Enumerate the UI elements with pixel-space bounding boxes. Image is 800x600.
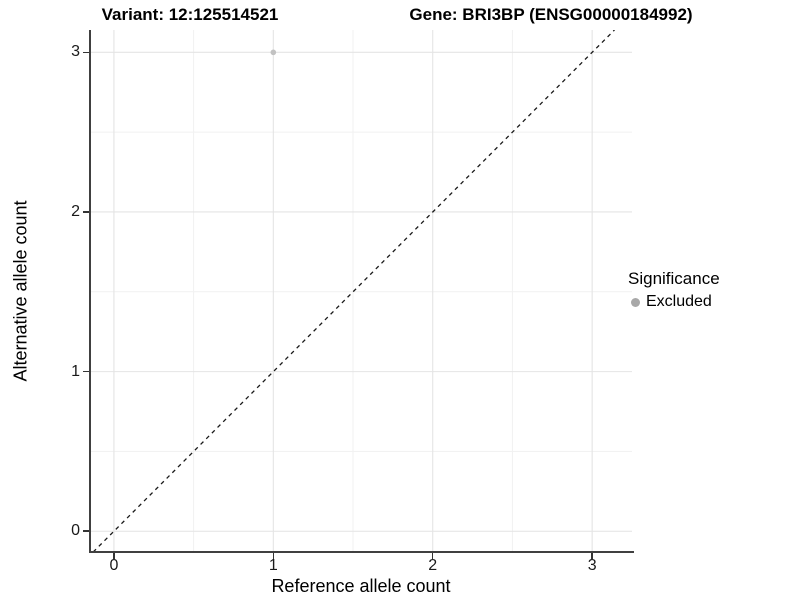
- x-tick-mark: [272, 553, 275, 559]
- gene-title: Gene: BRI3BP (ENSG00000184992): [409, 5, 693, 24]
- y-tick-mark: [83, 530, 89, 532]
- variant-title: Variant: 12:125514521: [101, 5, 279, 24]
- x-tick-mark: [591, 553, 593, 559]
- plot-panel: [90, 30, 632, 552]
- legend: Significance Excluded: [628, 269, 720, 311]
- identity-reference-line: [92, 30, 615, 552]
- x-tick-label: 1: [268, 557, 278, 574]
- x-axis-title: Reference allele count: [271, 576, 451, 596]
- y-tick-mark: [83, 370, 89, 373]
- legend-items: Excluded: [628, 293, 720, 311]
- legend-item: Excluded: [628, 293, 720, 311]
- legend-title: Significance: [628, 269, 720, 288]
- x-tick-label: 2: [428, 557, 438, 574]
- y-tick-label: 3: [71, 43, 80, 61]
- x-tick-mark: [113, 553, 115, 559]
- y-tick-label: 1: [71, 362, 80, 380]
- x-tick-label: 3: [587, 557, 597, 574]
- y-tick-mark: [83, 211, 89, 213]
- x-tick-mark: [431, 553, 434, 559]
- plot-area-svg: [90, 30, 632, 552]
- x-axis-line: [89, 551, 634, 553]
- legend-key-dot-icon: [631, 297, 640, 307]
- y-tick-label: 2: [71, 202, 80, 220]
- x-tick-label: 0: [109, 557, 119, 574]
- y-tick-mark: [83, 51, 89, 54]
- legend-item-label: Excluded: [646, 293, 712, 310]
- y-axis-title: Alternative allele count: [10, 200, 31, 382]
- y-tick-label: 0: [71, 522, 80, 540]
- data-point: [270, 49, 277, 56]
- y-axis-line: [89, 30, 91, 553]
